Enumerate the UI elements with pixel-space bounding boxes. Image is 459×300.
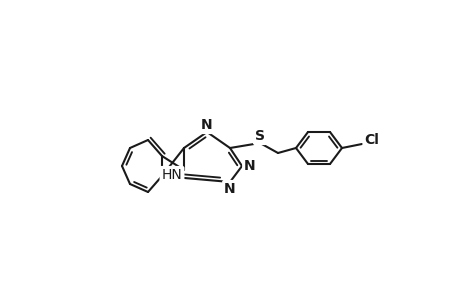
Text: N: N [224,182,235,196]
Text: N: N [201,118,213,132]
Text: HN: HN [161,168,182,182]
Text: N: N [244,159,255,173]
Text: S: S [254,129,264,143]
Text: Cl: Cl [364,133,379,147]
